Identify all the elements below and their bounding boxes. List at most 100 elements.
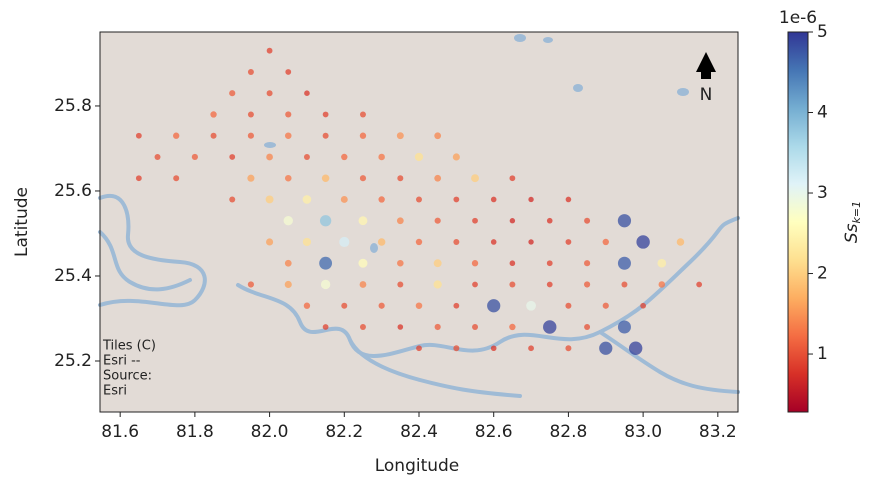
data-point [229, 90, 235, 96]
data-point [284, 216, 293, 225]
data-point [659, 281, 666, 288]
data-point [528, 345, 534, 351]
data-point [323, 324, 329, 330]
data-point [584, 324, 590, 330]
data-point [360, 324, 366, 330]
data-point [136, 175, 142, 181]
data-point [434, 175, 441, 182]
colorbar-label-main: Ss [842, 223, 862, 243]
data-point [565, 345, 571, 351]
data-point [618, 257, 631, 270]
data-point [640, 303, 646, 309]
colorbar-label-sub: k=1 [850, 201, 863, 224]
data-point [320, 215, 331, 226]
data-point [491, 239, 497, 245]
data-point [487, 299, 500, 312]
data-point [528, 239, 533, 244]
data-point [210, 111, 216, 117]
data-point [248, 111, 254, 117]
colorbar-tick-label: 4 [817, 103, 828, 123]
data-point [173, 133, 179, 139]
data-point [657, 259, 666, 268]
data-point [266, 154, 273, 161]
data-point [472, 260, 478, 266]
x-tick-label: 82.2 [325, 422, 363, 442]
data-point [136, 133, 142, 139]
data-point [509, 281, 515, 287]
data-point [319, 257, 332, 270]
data-point [618, 320, 631, 333]
basemap [100, 32, 738, 412]
x-tick-label: 83.0 [624, 422, 662, 442]
data-point [248, 69, 254, 75]
data-point [378, 238, 385, 245]
data-point [360, 133, 366, 139]
data-point [543, 320, 556, 333]
data-point [491, 197, 497, 203]
data-point [397, 217, 404, 224]
colorbar-tick-label: 2 [817, 264, 828, 284]
colorbar-tick-label: 1 [817, 344, 828, 364]
data-point [416, 196, 422, 202]
data-point [285, 132, 292, 139]
data-point [378, 154, 385, 161]
data-point [603, 239, 609, 245]
colorbar-offset: 1e-6 [779, 8, 817, 28]
data-point [599, 342, 612, 355]
data-point [321, 280, 330, 289]
data-point [397, 132, 404, 139]
data-point [434, 132, 441, 139]
attribution-line: Source: [103, 369, 152, 384]
data-point [416, 345, 422, 351]
data-point [509, 324, 515, 330]
data-point [155, 154, 161, 160]
x-axis-label: Longitude [375, 456, 460, 476]
data-point [267, 48, 273, 54]
data-point [526, 301, 536, 311]
data-point [472, 218, 478, 224]
x-tick-label: 81.8 [176, 422, 214, 442]
y-axis-label: Latitude [12, 187, 32, 257]
north-label: N [700, 85, 713, 105]
data-point [266, 196, 274, 204]
attribution-line: Tiles (C) [102, 339, 156, 354]
x-tick-label: 83.2 [699, 422, 737, 442]
colorbar-tick-label: 5 [817, 22, 828, 42]
data-point [584, 281, 590, 287]
data-point [211, 133, 217, 139]
data-point [247, 175, 254, 182]
data-point [304, 303, 310, 309]
data-point [565, 303, 571, 309]
x-tick-label: 82.8 [549, 422, 587, 442]
data-point [566, 239, 572, 245]
colorbar-label: Ssk=1 [842, 201, 863, 243]
data-point [453, 153, 460, 160]
data-point [229, 196, 235, 202]
data-point [285, 69, 291, 75]
data-point [379, 303, 385, 309]
data-point [360, 281, 367, 288]
data-point [341, 154, 347, 160]
data-point [509, 175, 515, 181]
data-point [285, 260, 292, 267]
data-point [435, 324, 441, 330]
data-point [248, 133, 254, 139]
data-point [285, 111, 291, 117]
data-point [453, 239, 459, 245]
data-point [472, 324, 478, 330]
data-point [547, 282, 553, 288]
data-point [636, 235, 649, 248]
data-point [434, 280, 442, 288]
data-point [603, 303, 609, 309]
data-point [341, 303, 347, 309]
data-point [267, 90, 273, 96]
colorbar [788, 32, 808, 412]
y-tick-label: 25.2 [54, 351, 92, 371]
data-point [547, 218, 553, 224]
data-point [435, 218, 441, 224]
data-point [453, 345, 459, 351]
data-point [566, 197, 572, 203]
data-point [192, 154, 198, 160]
data-point [397, 260, 404, 267]
data-point [621, 281, 627, 287]
